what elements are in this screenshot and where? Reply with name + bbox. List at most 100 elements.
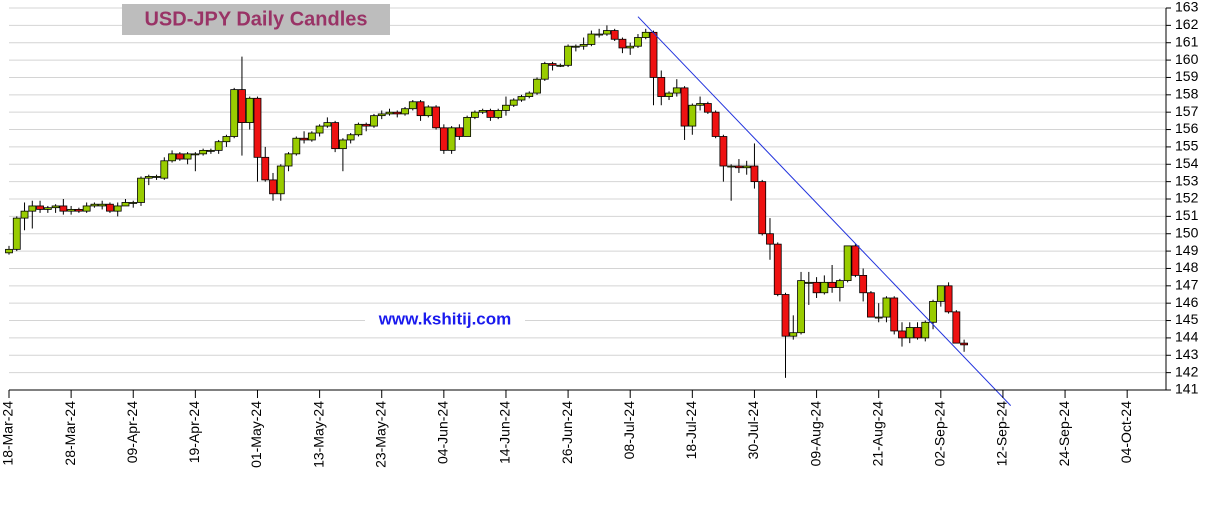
candle-body bbox=[890, 297, 899, 332]
candle-body bbox=[944, 285, 953, 313]
candle-body bbox=[517, 96, 526, 101]
candle-body bbox=[657, 77, 666, 97]
candle-body bbox=[307, 132, 316, 141]
candle-body bbox=[401, 108, 409, 115]
candle-body bbox=[766, 233, 774, 245]
candle-body bbox=[253, 97, 262, 158]
candle-body bbox=[12, 217, 21, 250]
candle-body bbox=[509, 99, 518, 106]
candle-body bbox=[564, 45, 572, 66]
candle-body bbox=[851, 245, 860, 276]
candle-body bbox=[587, 33, 596, 45]
watermark: www.kshitij.com bbox=[378, 309, 512, 328]
candle-body bbox=[898, 330, 906, 339]
y-tick-label: 159 bbox=[1175, 68, 1199, 84]
candle-body bbox=[905, 327, 914, 339]
candle-body bbox=[59, 205, 68, 212]
candle-body bbox=[121, 202, 130, 207]
x-tick-label: 14-Jun-24 bbox=[497, 401, 513, 464]
candle-body bbox=[936, 285, 945, 302]
y-tick-label: 154 bbox=[1175, 155, 1199, 171]
x-tick-label: 09-Aug-24 bbox=[807, 401, 823, 467]
candle-body bbox=[354, 123, 363, 136]
y-tick-label: 163 bbox=[1175, 0, 1199, 15]
y-tick-label: 156 bbox=[1175, 120, 1199, 136]
candle-body bbox=[51, 205, 60, 209]
candle-body bbox=[649, 31, 658, 78]
candle-body bbox=[540, 63, 549, 80]
candle-body bbox=[680, 87, 689, 127]
x-tick-label: 09-Apr-24 bbox=[124, 401, 140, 463]
y-tick-label: 152 bbox=[1175, 190, 1199, 206]
candle-body bbox=[276, 165, 285, 195]
candle-body bbox=[494, 110, 503, 118]
title-box bbox=[122, 4, 390, 35]
x-tick-label: 18-Mar-24 bbox=[0, 401, 16, 466]
candle-body bbox=[447, 127, 456, 151]
x-tick-label: 12-Sep-24 bbox=[994, 401, 1010, 467]
candle-body bbox=[486, 110, 495, 118]
candle-body bbox=[82, 205, 91, 212]
candle-body bbox=[804, 281, 813, 284]
candle-body bbox=[230, 89, 239, 137]
x-tick-label: 19-Apr-24 bbox=[186, 401, 202, 463]
x-tick-label: 18-Jul-24 bbox=[683, 401, 699, 460]
candle-body bbox=[913, 327, 922, 339]
candle-body bbox=[214, 141, 223, 151]
candle-body bbox=[735, 165, 743, 169]
y-tick-label: 162 bbox=[1175, 16, 1199, 32]
x-tick-label: 04-Oct-24 bbox=[1118, 401, 1134, 463]
y-tick-label: 155 bbox=[1175, 138, 1199, 154]
grid bbox=[9, 7, 1166, 391]
chart-title: USD-JPY Daily Candles bbox=[144, 8, 367, 30]
candle-body bbox=[245, 97, 254, 124]
candle-body bbox=[727, 165, 736, 168]
candle-body bbox=[43, 207, 52, 210]
candle-body bbox=[439, 127, 448, 151]
candle-body bbox=[641, 31, 650, 38]
candle-body bbox=[98, 203, 107, 207]
x-tick-label: 26-Jun-24 bbox=[559, 401, 575, 464]
y-tick-label: 153 bbox=[1175, 172, 1199, 188]
y-tick-label: 142 bbox=[1175, 363, 1199, 379]
x-tick-label: 02-Sep-24 bbox=[932, 401, 948, 467]
candle-body bbox=[696, 103, 704, 106]
candle-body bbox=[455, 127, 464, 137]
candle-body bbox=[610, 30, 619, 40]
x-tick-label: 13-May-24 bbox=[310, 401, 326, 468]
candle-body bbox=[665, 92, 673, 97]
y-tick-label: 150 bbox=[1175, 224, 1199, 240]
candle-body bbox=[346, 134, 355, 141]
candle-body bbox=[571, 45, 580, 48]
candle-body bbox=[67, 209, 76, 212]
x-tick-label: 08-Jul-24 bbox=[621, 401, 637, 460]
candle-body bbox=[952, 311, 961, 344]
candle-body bbox=[742, 165, 751, 169]
candle-body bbox=[183, 153, 192, 160]
y-tick-label: 157 bbox=[1175, 103, 1199, 119]
candle-body bbox=[603, 30, 611, 35]
candle-body bbox=[408, 101, 417, 110]
trend-line bbox=[637, 16, 1012, 406]
candle-body bbox=[370, 115, 378, 127]
y-tick-label: 148 bbox=[1175, 259, 1199, 275]
candle-body bbox=[688, 104, 697, 127]
y-tick-label: 146 bbox=[1175, 294, 1199, 310]
candle-body bbox=[525, 92, 534, 97]
y-tick-label: 143 bbox=[1175, 346, 1199, 362]
candle-body bbox=[859, 274, 868, 294]
candle-body bbox=[393, 111, 402, 115]
candle-body bbox=[292, 137, 301, 155]
annotation-box bbox=[365, 307, 525, 333]
x-tick-label: 01-May-24 bbox=[248, 401, 264, 468]
candle-body bbox=[5, 248, 13, 254]
candle-body bbox=[113, 205, 122, 212]
axes: 1411421431441451461471481491501511521531… bbox=[0, 0, 1199, 468]
candle-body bbox=[362, 123, 371, 127]
candle-body bbox=[828, 281, 837, 288]
candle-body bbox=[315, 125, 324, 134]
candle-body bbox=[471, 111, 479, 118]
candle-body bbox=[843, 245, 852, 282]
y-tick-label: 151 bbox=[1175, 207, 1199, 223]
